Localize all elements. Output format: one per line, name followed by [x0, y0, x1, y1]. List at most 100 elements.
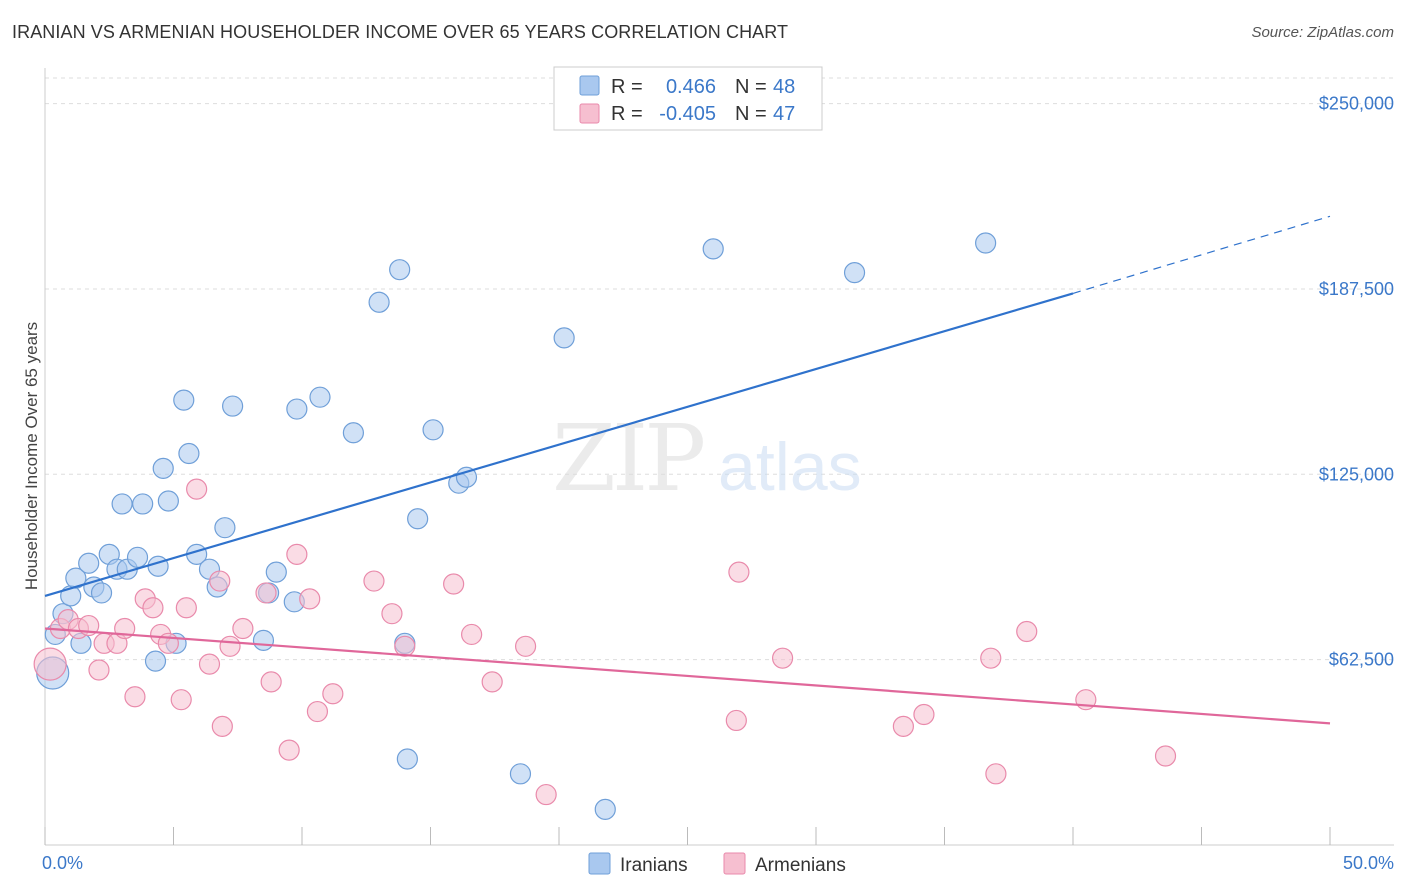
armenian-point-29 [363, 570, 385, 592]
iranian-point-16 [147, 555, 169, 577]
armenian-point-25 [286, 543, 308, 565]
grid-lines [45, 77, 1394, 661]
armenian-point-32 [443, 573, 465, 595]
armenian-point-36 [535, 783, 557, 806]
armenian-point-41 [913, 703, 935, 726]
armenian-point-28 [322, 683, 344, 705]
iranian-point-31 [286, 398, 308, 420]
armenian-point-39 [771, 647, 794, 669]
armenian-point-9 [124, 686, 146, 708]
iranian-point-42 [509, 763, 532, 785]
armenian-point-21 [232, 617, 254, 640]
iranian-point-14 [132, 493, 154, 515]
legend-r-label-armenians: R = [611, 103, 643, 125]
iranian-point-17 [152, 457, 174, 479]
armenian-point-14 [170, 689, 192, 711]
iranian-point-20 [173, 389, 195, 411]
armenian-point-16 [186, 478, 208, 500]
y-tick-labels: $62,500 $125,000 $187,500 $250,000 [1319, 94, 1394, 670]
armenian-point-38 [728, 561, 750, 583]
series-armenians [33, 478, 1177, 806]
iranian-point-8 [90, 582, 113, 604]
armenian-point-11 [142, 597, 164, 619]
armenian-point-26 [299, 588, 321, 610]
y-tick-label-3: $250,000 [1319, 94, 1394, 114]
armenian-point-33 [461, 623, 483, 646]
iranian-point-25 [214, 517, 236, 539]
legend-swatch-iranians [579, 75, 600, 96]
armenian-point-30 [381, 603, 403, 625]
armenian-point-35 [514, 635, 537, 657]
iranian-point-34 [368, 291, 390, 313]
trend-line-iranians-extension [1072, 215, 1331, 294]
armenian-point-5 [88, 659, 110, 681]
iranian-point-35 [389, 259, 411, 281]
armenian-point-42 [980, 647, 1002, 669]
armenian-point-0 [33, 647, 67, 681]
y-tick-label-0: $62,500 [1329, 650, 1394, 670]
armenian-point-40 [892, 715, 914, 737]
chart-source: Source: ZipAtlas.com [1251, 24, 1394, 41]
y-axis-label: Householder Income Over 65 years [22, 322, 41, 590]
iranian-point-18 [157, 490, 179, 512]
bottom-legend-swatch-iranians [588, 852, 611, 875]
armenian-point-24 [278, 739, 300, 761]
series-iranians [36, 232, 997, 821]
armenian-point-44 [1016, 620, 1038, 643]
iranian-point-46 [843, 262, 866, 284]
armenian-point-27 [306, 700, 329, 723]
watermark: ZIP atlas [552, 405, 862, 512]
armenian-point-34 [481, 671, 503, 693]
trend-line-armenians [44, 627, 1331, 725]
iranian-point-27 [252, 629, 275, 651]
legend-n-value-armenians: 47 [773, 103, 795, 125]
iranian-point-15 [144, 650, 167, 672]
legend-swatch-armenians [579, 103, 600, 124]
iranian-point-45 [702, 238, 724, 260]
trend-lines [44, 215, 1331, 725]
iranian-point-21 [178, 442, 200, 465]
armenian-point-31 [394, 635, 416, 657]
armenian-point-18 [209, 570, 231, 592]
legend-n-label-iranians: N = [735, 76, 767, 98]
legend-r-value-armenians: -0.405 [659, 103, 716, 125]
iranian-point-6 [78, 552, 100, 574]
legend-r-value-iranians: 0.466 [666, 76, 716, 98]
iranian-point-32 [309, 386, 331, 408]
iranian-point-4 [65, 567, 87, 589]
armenian-point-43 [985, 763, 1007, 785]
chart-title: IRANIAN VS ARMENIAN HOUSEHOLDER INCOME O… [12, 22, 789, 42]
armenian-point-23 [260, 671, 282, 693]
bottom-legend-label-armenians: Armenians [755, 855, 846, 876]
trend-line-iranians [44, 292, 1074, 597]
iranian-point-47 [975, 232, 997, 254]
iranian-point-43 [553, 327, 575, 349]
armenian-point-17 [198, 653, 221, 675]
iranian-point-26 [222, 395, 244, 417]
armenian-point-46 [1154, 745, 1177, 767]
y-tick-label-2: $187,500 [1319, 279, 1394, 299]
x-axis-ticks [44, 827, 1331, 845]
series-legend: Iranians Armenians [588, 852, 846, 876]
watermark-atlas: atlas [718, 429, 862, 505]
iranian-point-29 [265, 561, 287, 583]
armenian-point-20 [219, 635, 241, 657]
armenian-point-37 [725, 709, 747, 732]
iranian-point-39 [422, 419, 444, 441]
watermark-zip: ZIP [552, 405, 703, 512]
bottom-legend-label-iranians: Iranians [620, 855, 688, 876]
x-tick-label-min: 0.0% [42, 853, 83, 873]
y-tick-label-1: $125,000 [1319, 464, 1394, 484]
legend-r-label-iranians: R = [611, 76, 643, 98]
iranian-point-33 [342, 422, 364, 444]
x-tick-label-max: 50.0% [1343, 853, 1394, 873]
iranian-point-38 [407, 508, 429, 530]
correlation-legend: R = 0.466 N = 48 R = -0.405 N = 47 [553, 66, 823, 131]
iranian-point-44 [594, 798, 616, 821]
legend-n-value-iranians: 48 [773, 76, 795, 98]
bottom-legend-swatch-armenians [723, 852, 746, 875]
iranian-point-13 [126, 546, 149, 568]
legend-n-label-armenians: N = [735, 103, 767, 125]
iranian-point-36 [396, 748, 418, 770]
